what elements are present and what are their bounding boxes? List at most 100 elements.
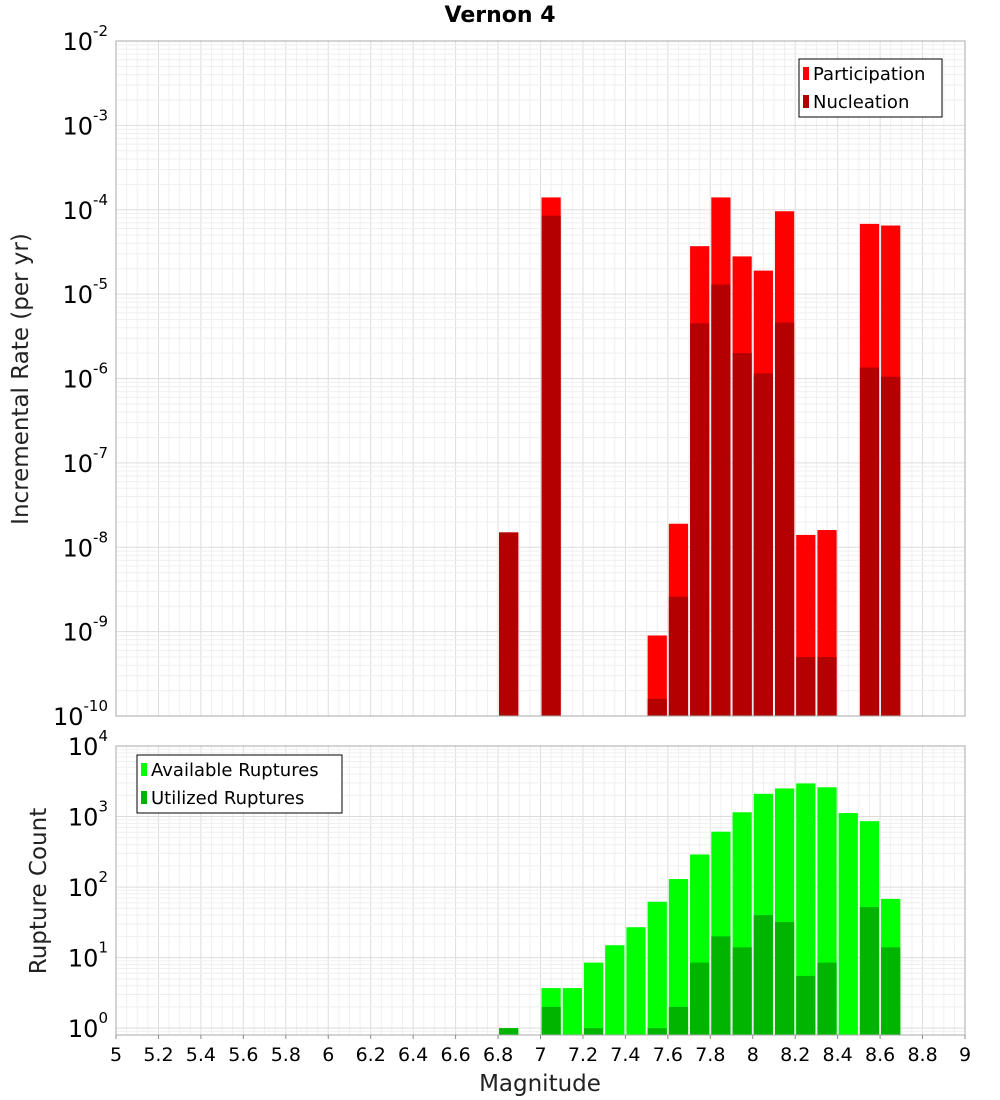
- series-available-ruptures: [499, 783, 901, 1035]
- x-tick-label: 8.4: [823, 1044, 853, 1066]
- y-tick-base: 10: [68, 874, 99, 902]
- x-tick-label: 6.8: [483, 1044, 513, 1066]
- y-tick-base: 10: [62, 112, 93, 140]
- y-tick-base: 10: [62, 28, 93, 56]
- bar: [753, 373, 773, 716]
- bar: [732, 353, 752, 716]
- y-tick-exponent: -3: [93, 106, 108, 124]
- bar: [796, 783, 816, 1035]
- bar: [817, 657, 837, 716]
- count-y-axis-label: Rupture Count: [26, 808, 52, 974]
- x-tick-label: 7.6: [653, 1044, 683, 1066]
- x-tick-label: 7.2: [568, 1044, 598, 1066]
- x-axis-label: Magnitude: [479, 1071, 601, 1097]
- y-tick-base: 10: [62, 619, 93, 647]
- bar: [774, 322, 795, 716]
- y-tick-exponent: -2: [93, 22, 108, 40]
- bar: [668, 596, 689, 716]
- bar: [647, 1028, 667, 1035]
- y-tick-base: 10: [62, 366, 93, 394]
- legend: Participation Nucleation: [798, 58, 943, 118]
- x-tick-label: 7.8: [695, 1044, 725, 1066]
- bar: [499, 1028, 519, 1035]
- y-tick-exponent: -10: [84, 697, 109, 715]
- y-tick-label: 101: [68, 939, 108, 973]
- y-tick-exponent: -4: [93, 191, 108, 209]
- x-tick-label: 8: [747, 1044, 759, 1066]
- y-tick-exponent: 4: [98, 727, 108, 745]
- bar: [541, 215, 561, 717]
- y-tick-labels: 10-210-310-410-510-610-710-810-910-10: [53, 22, 108, 731]
- y-tick-base: 10: [62, 281, 93, 309]
- bar: [541, 1006, 561, 1035]
- bar: [647, 635, 667, 716]
- y-tick-exponent: -6: [93, 360, 108, 378]
- series-utilized-ruptures: [499, 907, 901, 1035]
- x-tick-label: 7: [534, 1044, 546, 1066]
- chart-title: Vernon 4: [445, 3, 556, 28]
- rate-panel: 10-210-310-410-510-610-710-810-910-10Par…: [53, 22, 966, 731]
- bar: [881, 376, 901, 716]
- bar: [859, 367, 880, 716]
- y-tick-base: 10: [62, 534, 93, 562]
- y-tick-label: 10-3: [62, 106, 108, 140]
- y-tick-label: 100: [68, 1009, 108, 1043]
- bar: [796, 975, 816, 1035]
- bar: [583, 1028, 604, 1035]
- x-tick-label: 5.2: [143, 1044, 173, 1066]
- x-tick-label: 5.6: [228, 1044, 258, 1066]
- y-tick-label: 10-8: [62, 528, 108, 562]
- bar: [626, 927, 646, 1035]
- legend-label: Nucleation: [813, 92, 909, 113]
- x-tick-label: 6: [322, 1044, 334, 1066]
- y-tick-base: 10: [62, 450, 93, 478]
- y-tick-label: 103: [68, 798, 108, 832]
- y-tick-label: 10-9: [62, 613, 108, 647]
- y-tick-exponent: 1: [98, 939, 108, 957]
- bar: [690, 323, 710, 716]
- bar: [711, 936, 731, 1035]
- y-tick-base: 10: [68, 804, 99, 832]
- bar: [647, 901, 667, 1035]
- y-tick-label: 102: [68, 868, 108, 902]
- bar: [838, 813, 858, 1035]
- bar: [583, 962, 604, 1035]
- legend-swatch: [803, 95, 809, 108]
- x-tick-label: 6.2: [356, 1044, 386, 1066]
- y-tick-base: 10: [62, 197, 93, 225]
- bar: [562, 988, 582, 1035]
- bar: [753, 915, 773, 1035]
- x-tick-labels: 5 5.2 5.4 5.6 5.8 6 6.2 6.4 6.6 6.8 7 7.2 7.4 7.6 7.8 8…: [110, 1035, 971, 1066]
- series-nucleation: [499, 215, 901, 717]
- y-tick-exponent: -9: [93, 613, 108, 631]
- x-tick-label: 8.2: [780, 1044, 810, 1066]
- y-tick-label: 10-6: [62, 360, 108, 394]
- legend-box: [798, 58, 943, 118]
- legend-label: Available Ruptures: [151, 760, 319, 781]
- legend-swatch: [803, 67, 809, 80]
- bar: [796, 657, 816, 716]
- legend-label: Participation: [813, 64, 925, 85]
- y-tick-label: 10-5: [62, 275, 108, 309]
- y-tick-exponent: -8: [93, 528, 108, 546]
- y-tick-exponent: -5: [93, 275, 108, 293]
- rate-y-axis-label: Incremental Rate (per yr): [8, 233, 34, 525]
- legend-swatch: [141, 791, 147, 804]
- bar: [668, 1006, 689, 1035]
- bar: [859, 907, 880, 1035]
- x-tick-label: 5.4: [186, 1044, 216, 1066]
- y-tick-label: 10-4: [62, 191, 108, 225]
- y-tick-base: 10: [53, 703, 84, 731]
- bar: [817, 962, 837, 1035]
- bar: [881, 947, 901, 1035]
- bar: [711, 284, 731, 716]
- x-tick-label: 7.4: [610, 1044, 640, 1066]
- x-tick-label: 8.8: [907, 1044, 937, 1066]
- bar: [732, 947, 752, 1035]
- y-tick-exponent: 2: [98, 868, 108, 886]
- plot-frame: [115, 40, 966, 717]
- bar: [668, 879, 689, 1035]
